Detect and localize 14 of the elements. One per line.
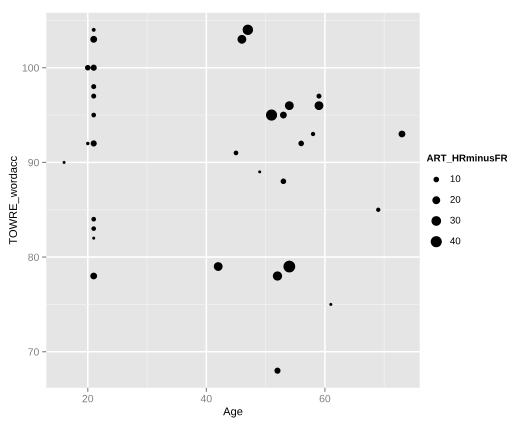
y-tick-label: 70 [28,348,39,356]
x-tick-label: 60 [320,394,330,402]
legend-label: 40 [450,237,460,244]
x-tick-label: 40 [200,394,212,402]
y-axis-title: TOWRE_wordacc [8,156,20,244]
legend-label: 30 [450,216,460,224]
x-tick-label: 20 [82,394,94,402]
legend-title: ART_HRminusFR [426,154,508,163]
y-tick-label: 80 [28,254,39,261]
legend-label: 10 [450,175,460,182]
legend-label: 20 [450,196,460,203]
y-tick-label: 90 [28,158,39,166]
x-axis-title: Age [223,408,242,418]
y-tick-label: 100 [22,64,39,72]
